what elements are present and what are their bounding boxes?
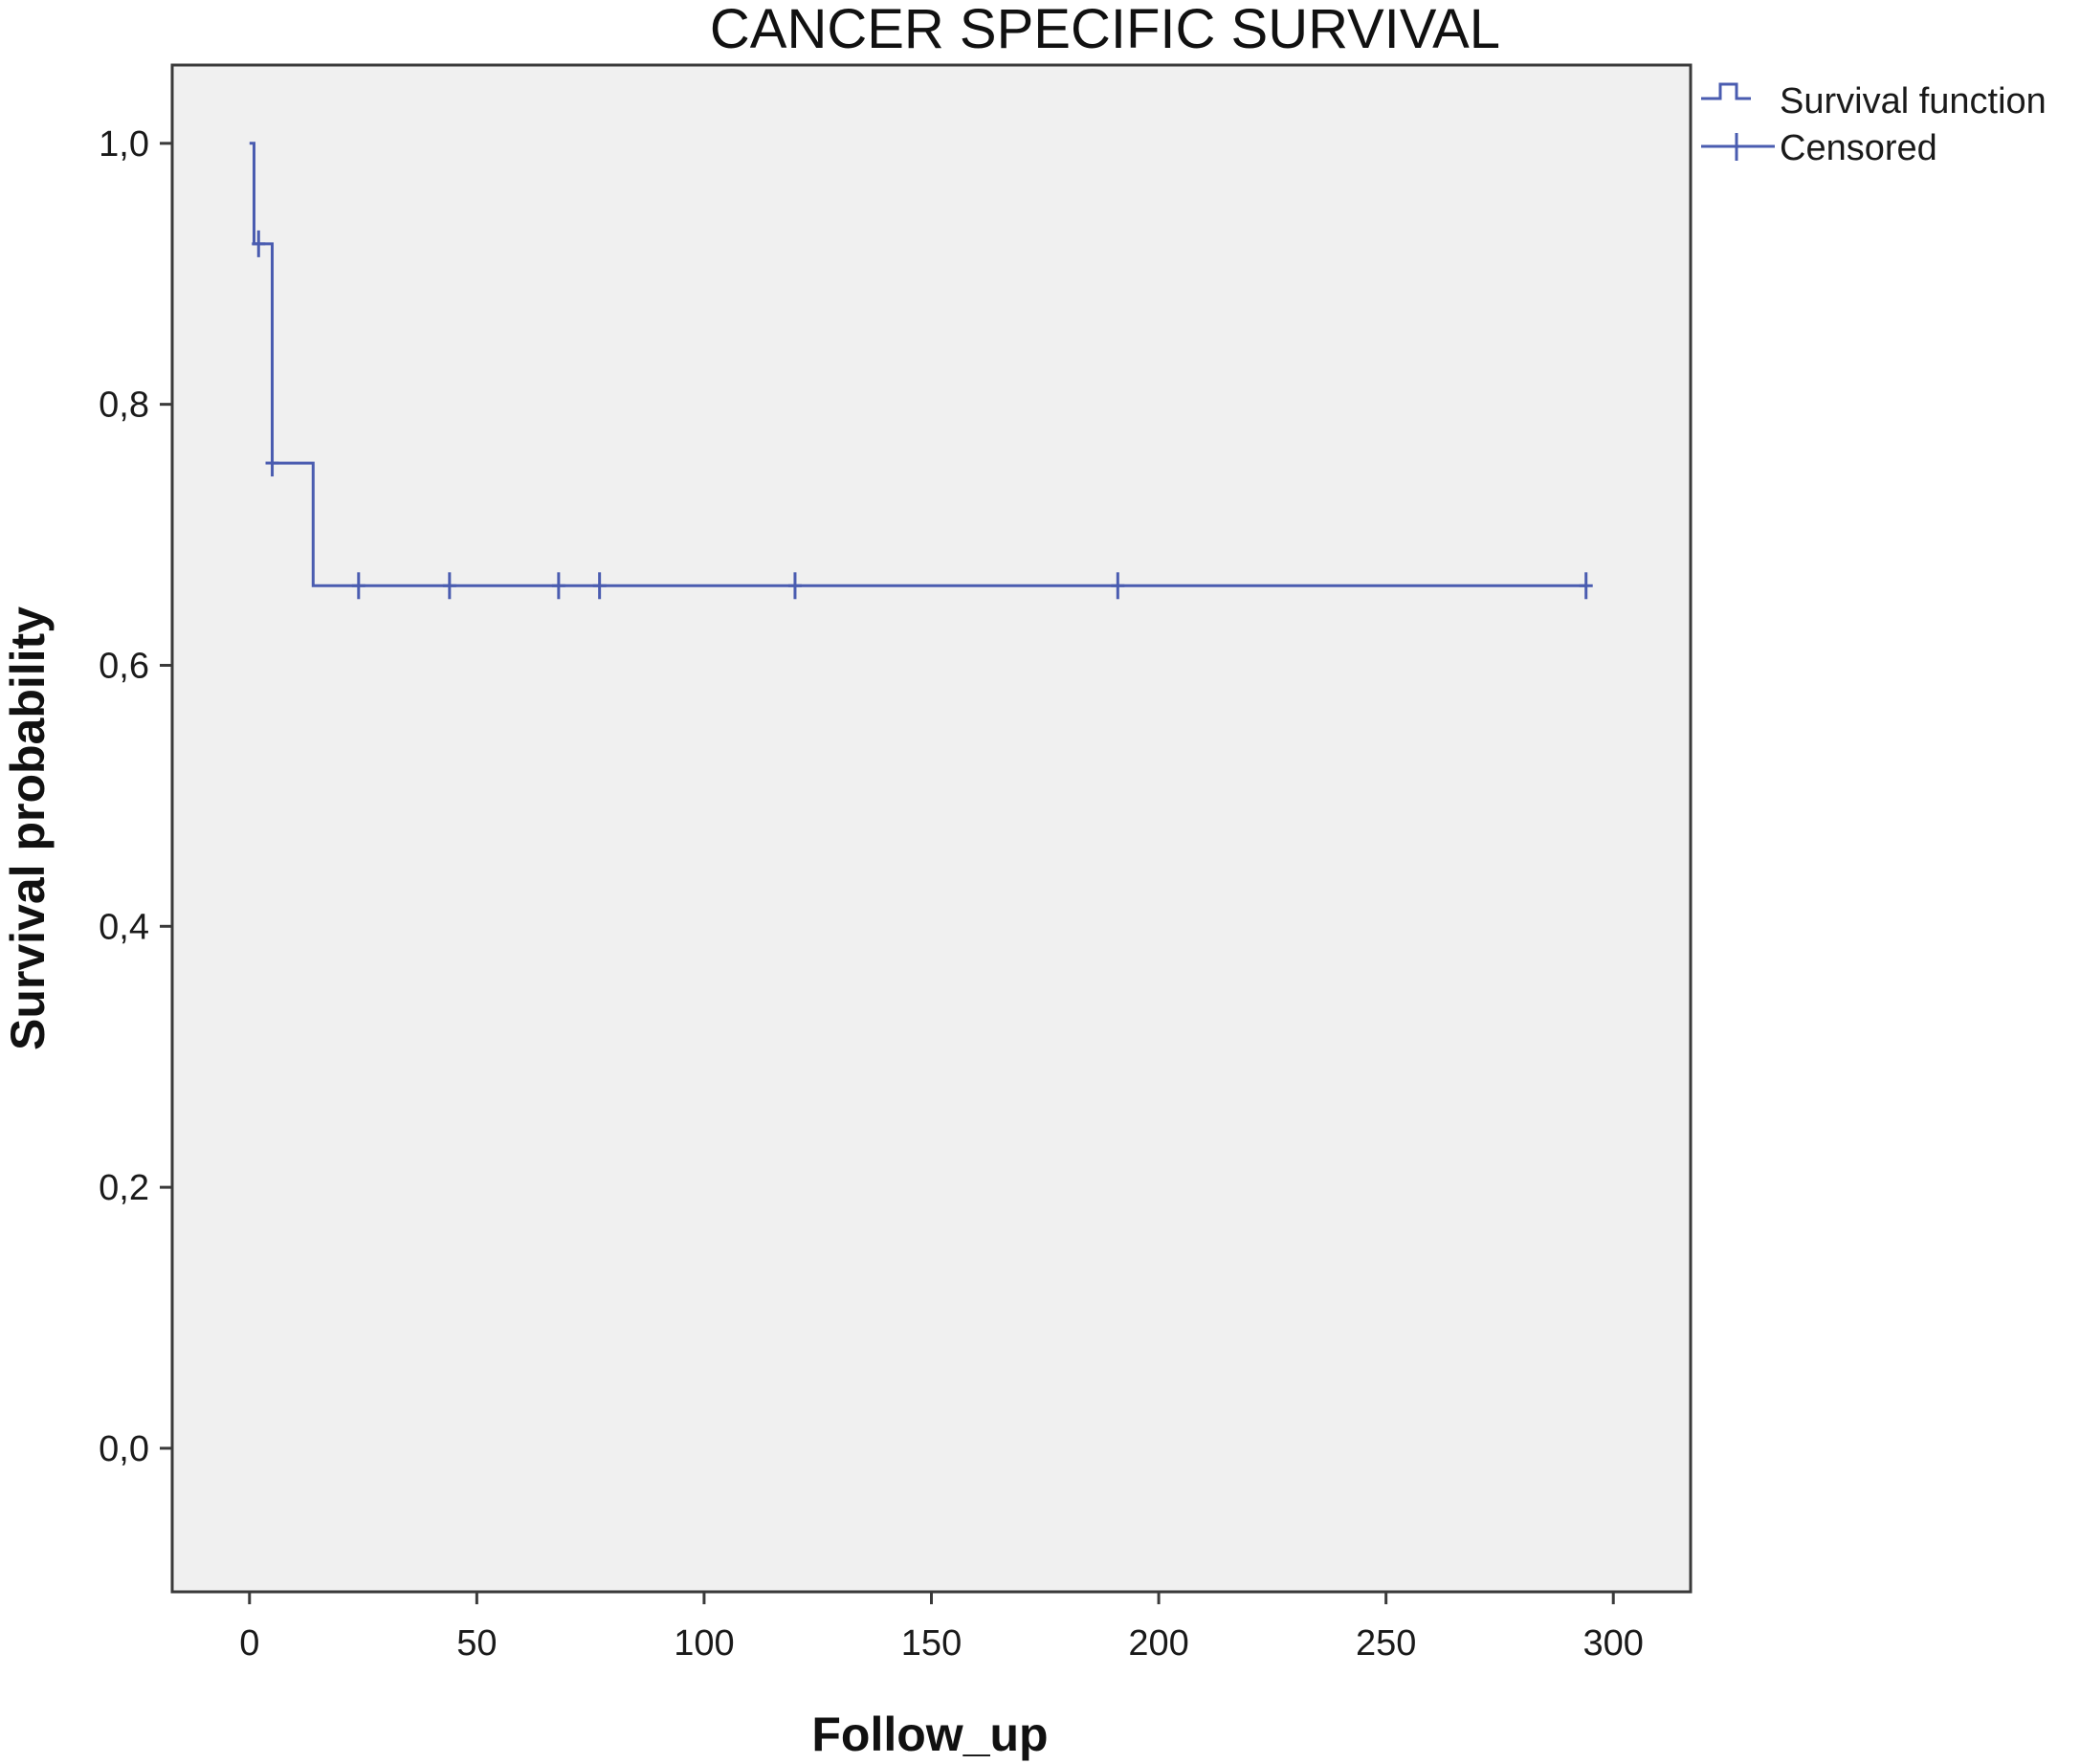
legend-censored-label: Censored xyxy=(1780,128,1937,168)
y-tick-label: 0,4 xyxy=(99,907,149,947)
x-ticks: 0 50 100 150 200 250 300 xyxy=(239,1592,1644,1664)
x-tick-label: 150 xyxy=(901,1623,962,1664)
x-tick-label: 100 xyxy=(674,1623,734,1664)
x-axis-label: Follow_up xyxy=(811,1708,1048,1761)
y-tick-label: 1,0 xyxy=(99,124,149,165)
y-tick-label: 0,2 xyxy=(99,1168,149,1208)
plot-area xyxy=(170,63,1693,1594)
y-ticks: 0,0 0,2 0,4 0,6 0,8 1,0 xyxy=(99,124,172,1469)
y-tick-label: 0,0 xyxy=(99,1429,149,1469)
y-tick-label: 0,6 xyxy=(99,646,149,686)
x-tick-label: 200 xyxy=(1128,1623,1188,1664)
x-tick-label: 250 xyxy=(1356,1623,1416,1664)
survival-function-line xyxy=(249,142,1586,587)
y-tick-label: 0,8 xyxy=(99,386,149,426)
x-tick-label: 300 xyxy=(1583,1623,1644,1664)
x-tick-label: 50 xyxy=(456,1623,497,1664)
legend-survival-function-label: Survival function xyxy=(1780,81,2047,121)
legend-survival-function-symbol xyxy=(1701,82,1751,100)
y-axis-label: Survival probability xyxy=(1,606,55,1050)
legend: Survival function Censored xyxy=(1701,81,2047,168)
chart-title: CANCER SPECIFIC SURVIVAL xyxy=(710,0,1500,60)
x-tick-label: 0 xyxy=(239,1623,259,1664)
series-layer xyxy=(249,142,1593,600)
